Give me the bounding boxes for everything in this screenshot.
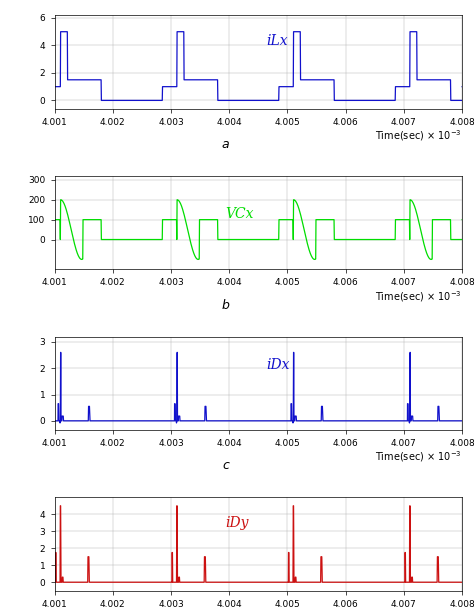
Text: b: b: [222, 298, 230, 312]
X-axis label: Time(sec) $\times\ 10^{-3}$: Time(sec) $\times\ 10^{-3}$: [375, 128, 462, 143]
Text: iLx: iLx: [266, 34, 288, 48]
X-axis label: Time(sec) $\times\ 10^{-3}$: Time(sec) $\times\ 10^{-3}$: [375, 289, 462, 303]
X-axis label: Time(sec) $\times\ 10^{-3}$: Time(sec) $\times\ 10^{-3}$: [375, 449, 462, 464]
Text: VCx: VCx: [226, 207, 254, 221]
Text: c: c: [222, 459, 229, 472]
Text: iDx: iDx: [266, 358, 290, 372]
Text: a: a: [222, 138, 229, 151]
Text: iDy: iDy: [226, 516, 249, 530]
